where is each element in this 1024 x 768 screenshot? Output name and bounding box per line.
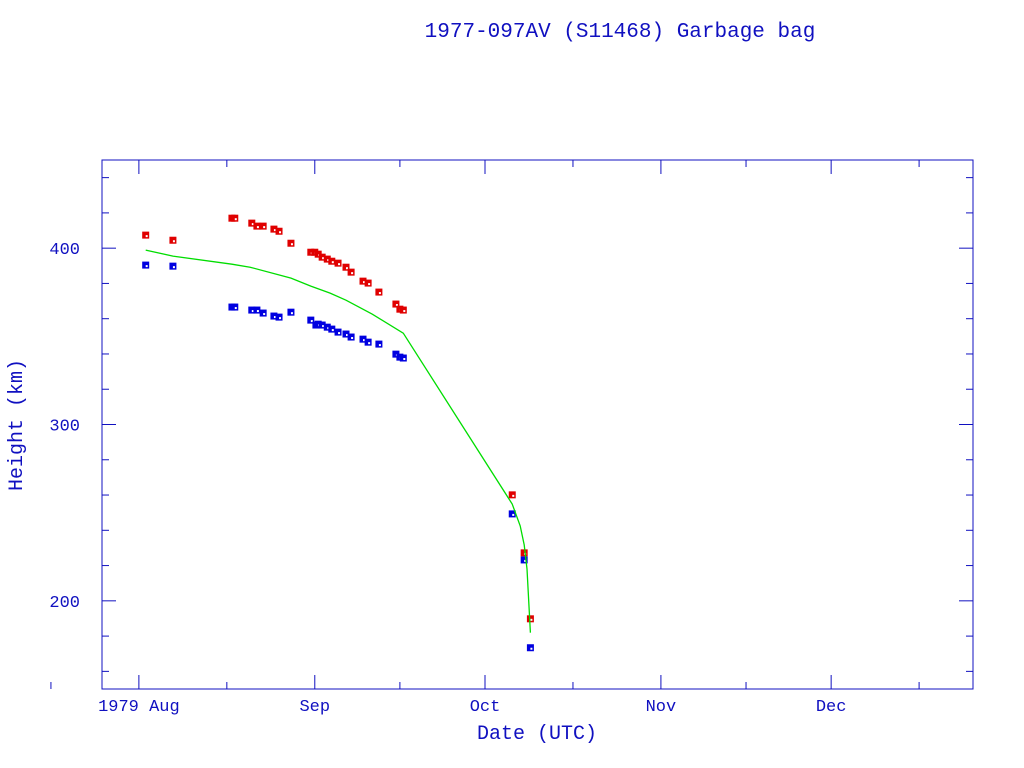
- x-axis-label: Date (UTC): [477, 723, 597, 746]
- x-tick-label: Dec: [816, 698, 847, 717]
- apogee-point-glyph: [234, 218, 237, 221]
- perigee-point-glyph: [331, 329, 334, 332]
- apogee-point-glyph: [363, 281, 366, 284]
- perigee-point-glyph: [172, 266, 175, 269]
- perigee-point: [253, 306, 261, 314]
- apogee-point-glyph: [327, 259, 330, 262]
- apogee-point-glyph: [368, 283, 371, 286]
- perigee-point-glyph: [338, 332, 341, 335]
- perigee-point-glyph: [279, 317, 282, 320]
- apogee-point: [253, 222, 261, 230]
- chart-title: 1977-097AV (S11468) Garbage bag: [425, 21, 816, 44]
- perigee-point-glyph: [273, 316, 276, 319]
- perigee-point-glyph: [251, 310, 254, 313]
- x-tick-label: Sep: [299, 698, 330, 717]
- y-tick-label: 300: [49, 418, 80, 437]
- apogee-point-glyph: [251, 223, 254, 226]
- y-axis-label: Height (km): [6, 359, 29, 491]
- x-tick-label: 1979 Aug: [98, 698, 180, 717]
- apogee-point-glyph: [263, 226, 266, 229]
- perigee-point-glyph: [345, 334, 348, 337]
- apogee-point-glyph: [530, 618, 533, 621]
- x-tick-label: Oct: [470, 698, 501, 717]
- apogee-point-glyph: [378, 292, 381, 295]
- plot-frame: [101, 159, 974, 690]
- perigee-point-glyph: [263, 313, 266, 316]
- apogee-point-glyph: [403, 310, 406, 313]
- perigee-point-glyph: [403, 358, 406, 361]
- apogee-point-glyph: [279, 231, 282, 234]
- perigee-point-glyph: [363, 339, 366, 342]
- perigee-point-glyph: [327, 327, 330, 330]
- perigee-point-glyph: [512, 513, 515, 516]
- apogee-point-glyph: [290, 243, 293, 246]
- perigee-point-glyph: [234, 307, 237, 310]
- apogee-point-glyph: [395, 304, 398, 307]
- apogee-point-glyph: [273, 229, 276, 232]
- apogee-point-glyph: [256, 226, 259, 229]
- perigee-point-glyph: [368, 342, 371, 345]
- apogee-point-glyph: [322, 257, 325, 260]
- perigee-point-glyph: [524, 559, 527, 562]
- apogee-point-glyph: [351, 272, 354, 275]
- perigee-point-glyph: [351, 337, 354, 340]
- perigee-point-glyph: [322, 325, 325, 328]
- perigee-point-glyph: [310, 320, 313, 323]
- perigee-point-glyph: [256, 310, 259, 313]
- perigee-point-glyph: [145, 265, 148, 268]
- perigee-point-glyph: [530, 647, 533, 650]
- y-tick-label: 400: [49, 241, 80, 260]
- y-tick-label: 200: [49, 594, 80, 613]
- mean-height-line: [145, 249, 532, 633]
- apogee-point-glyph: [172, 240, 175, 243]
- apogee-point-glyph: [338, 263, 341, 266]
- apogee-point-glyph: [145, 235, 148, 238]
- apogee-point-glyph: [331, 261, 334, 264]
- apogee-point-glyph: [512, 494, 515, 497]
- perigee-point-glyph: [290, 312, 293, 315]
- x-tick-label: Nov: [646, 698, 677, 717]
- perigee-point-glyph: [378, 344, 381, 347]
- apogee-point-glyph: [345, 267, 348, 270]
